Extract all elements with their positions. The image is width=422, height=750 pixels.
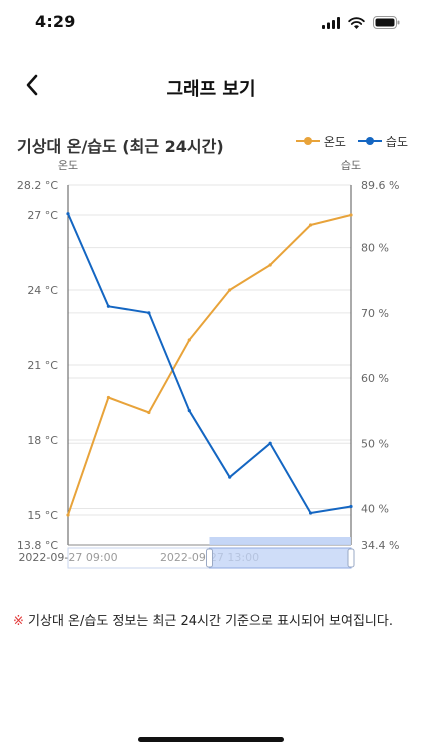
notice-mark: ※ (13, 614, 24, 629)
legend-item-humidity[interactable]: 습도 (357, 133, 408, 150)
status-icons (322, 14, 400, 33)
y-right-min-label: 34.4 % (361, 539, 399, 552)
y-left-min-label: 13.8 °C (17, 539, 58, 552)
y-right-max-label: 89.6 % (361, 179, 399, 192)
series-line-temperature (67, 214, 352, 516)
zoom-slider-selection (209, 547, 352, 569)
data-point-humidity (106, 304, 111, 308)
notice-text: ※ 기상대 온/습도 정보는 최근 24시간 기준으로 표시되어 보여집니다. (13, 613, 411, 631)
data-point-temperature (308, 223, 313, 227)
data-point-temperature (147, 410, 151, 415)
y-left-max-label: 28.2 °C (17, 179, 58, 192)
legend-item-temperature[interactable]: 온도 (295, 133, 346, 150)
chevron-left-icon (25, 74, 39, 100)
data-point-humidity (187, 409, 191, 413)
data-point-humidity (66, 212, 70, 216)
y-right-tick-label: 50 % (361, 437, 389, 450)
status-bar: 4:29 (0, 0, 422, 44)
data-point-humidity (228, 475, 232, 479)
home-indicator (138, 737, 284, 742)
y-right-tick-label: 70 % (361, 307, 389, 320)
chart-title: 기상대 온/습도 (최근 24시간) (17, 137, 224, 156)
chart-legend: 온도 습도 (295, 133, 408, 150)
data-point-humidity (147, 311, 151, 315)
status-time: 4:29 (35, 12, 76, 31)
legend-marker-temperature (295, 135, 320, 149)
wifi-icon (348, 14, 365, 33)
legend-label-temperature: 온도 (323, 135, 346, 149)
zoom-slider-bar (209, 537, 351, 545)
y-right-tick-label: 60 % (361, 372, 389, 385)
data-point-humidity (349, 504, 353, 509)
data-point-temperature (268, 263, 272, 267)
y-right-tick-label: 40 % (361, 502, 389, 515)
legend-marker-humidity (357, 135, 382, 149)
y-left-tick-label: 24 °C (27, 284, 58, 297)
series-line-humidity (67, 213, 352, 514)
left-axis-name: 온도 (58, 159, 78, 172)
y-right-tick-label: 80 % (361, 242, 389, 255)
line-chart: 온도 습도 28.2 °C 13.8 °C 15 °C 18 °C 21 °C 24 °C 27… (17, 159, 399, 569)
zoom-handle-left[interactable] (206, 548, 213, 568)
zoom-handle-right[interactable] (347, 548, 355, 568)
data-point-temperature (228, 288, 232, 292)
signal-icon (322, 14, 340, 33)
battery-icon (373, 14, 400, 33)
chart-area: 온도 습도 28.2 °C 13.8 °C 15 °C 18 °C 21 °C 24 °C 27… (0, 150, 422, 580)
nav-bar: 그래프 보기 (0, 64, 422, 110)
data-point-temperature (187, 338, 191, 342)
back-button[interactable] (14, 70, 50, 104)
y-left-tick-label: 15 °C (27, 509, 58, 522)
data-point-humidity (268, 441, 272, 445)
data-point-humidity (308, 511, 313, 515)
data-point-temperature (66, 513, 70, 517)
right-axis-name: 습도 (341, 159, 361, 172)
data-point-temperature (106, 395, 111, 400)
data-point-temperature (349, 213, 353, 217)
legend-label-humidity: 습도 (385, 135, 408, 149)
page-title: 그래프 보기 (166, 79, 256, 100)
y-left-tick-label: 27 °C (27, 209, 58, 222)
notice-body: 기상대 온/습도 정보는 최근 24시간 기준으로 표시되어 보여집니다. (23, 614, 393, 629)
y-left-tick-label: 21 °C (27, 359, 58, 372)
y-left-tick-label: 18 °C (27, 434, 58, 447)
